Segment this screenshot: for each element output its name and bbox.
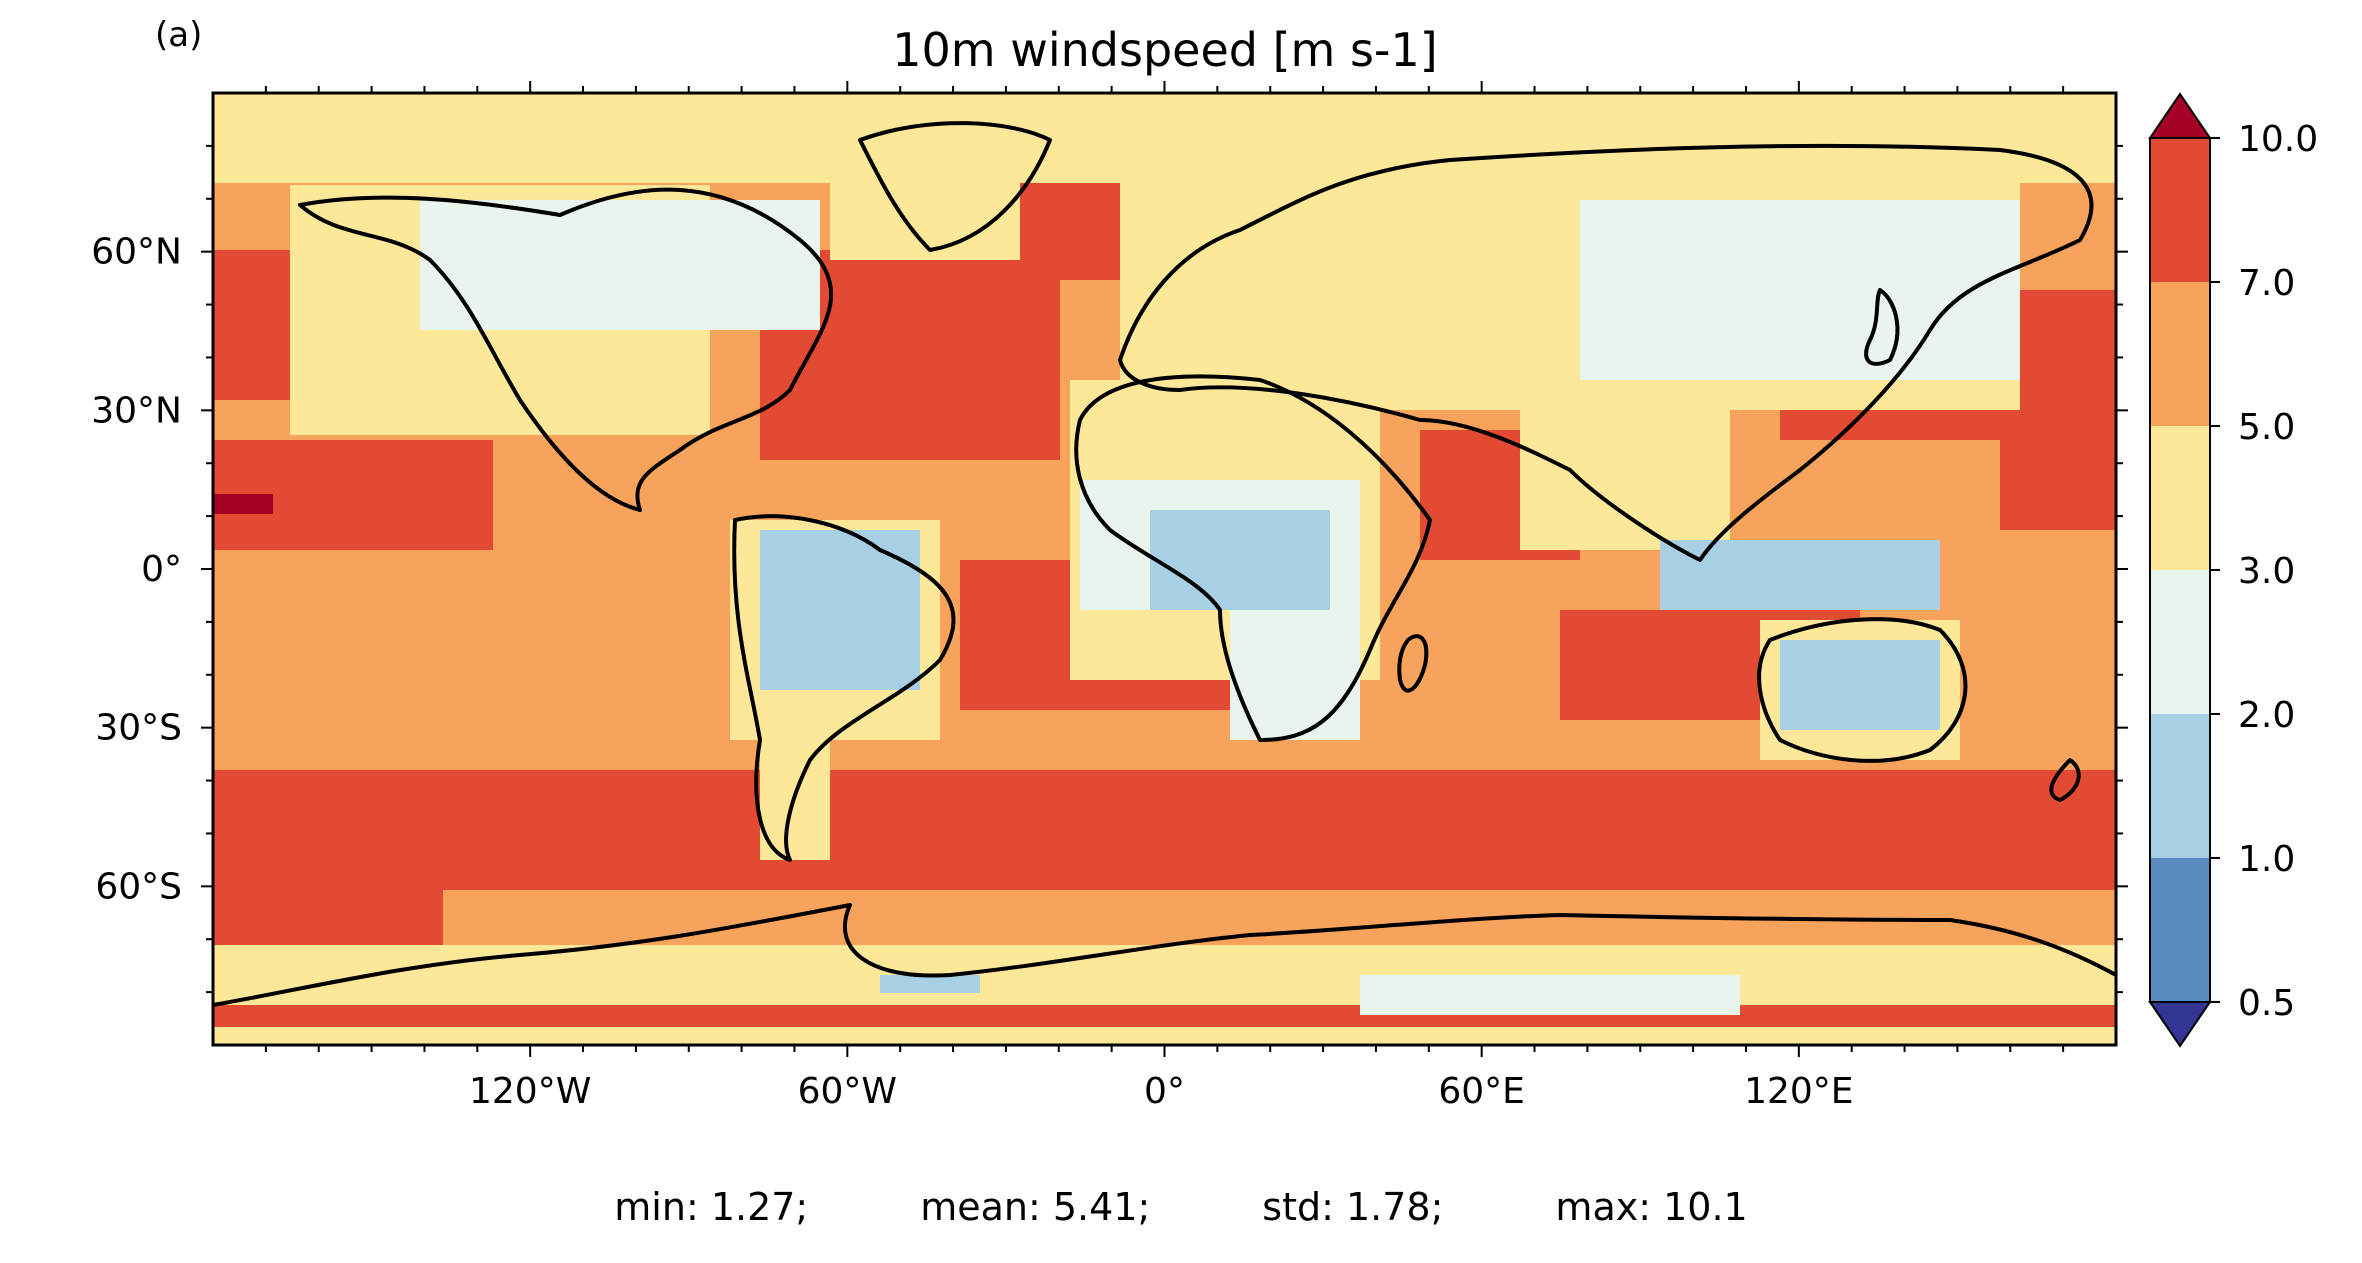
x-tick-labels: 120°W 60°W 0° 60°E 120°E xyxy=(469,1071,1854,1112)
y-tick-label: 60°S xyxy=(95,866,182,907)
stat-mean: mean: 5.41; xyxy=(920,1185,1151,1229)
colorbar-segment xyxy=(2150,282,2210,426)
colorbar-tick-label: 3.0 xyxy=(2238,551,2295,592)
y-tick-label: 60°N xyxy=(91,232,182,273)
antarctic-cold-cell xyxy=(1360,975,1740,1015)
x-tick-label: 60°E xyxy=(1438,1071,1525,1112)
colorbar xyxy=(2148,92,2220,1048)
stat-min: min: 1.27; xyxy=(614,1185,809,1229)
x-tick-label: 60°W xyxy=(798,1071,897,1112)
north-america-coast xyxy=(298,187,834,512)
y-tick-label: 30°N xyxy=(91,390,182,431)
south-pacific-band xyxy=(213,845,443,945)
colorbar-tick-label: 7.0 xyxy=(2238,263,2295,304)
stat-max: max: 10.1 xyxy=(1555,1185,1748,1229)
congo-low xyxy=(1150,510,1330,610)
colorbar-tick-label: 2.0 xyxy=(2238,695,2295,736)
australia-coast xyxy=(1757,617,1968,763)
antarctic-edge-band xyxy=(213,1005,2116,1027)
colorbar-segment xyxy=(2150,426,2210,570)
canada-low xyxy=(420,200,820,330)
map-plot-area xyxy=(213,93,2116,1045)
antarctica-coast xyxy=(213,903,2116,1007)
x-tick-label: 120°E xyxy=(1744,1071,1853,1112)
antarctic-zone xyxy=(213,945,2116,1045)
colorbar-segment xyxy=(2150,138,2210,282)
dateline-max-cell xyxy=(213,494,273,514)
colorbar-tick-label: 10.0 xyxy=(2238,119,2318,160)
colorbar-segment xyxy=(2150,570,2210,714)
greenland-coast xyxy=(858,121,1052,252)
y-tick-labels: 60°N 30°N 0° 30°S 60°S xyxy=(91,232,182,908)
new-zealand-coast xyxy=(2049,758,2081,802)
chart-title: 10m windspeed [m s-1] xyxy=(892,23,1437,77)
x-tick-label: 120°W xyxy=(469,1071,591,1112)
south-america-coast xyxy=(732,514,956,862)
amazon-low xyxy=(760,530,920,690)
maritime-low xyxy=(1660,540,1940,610)
coastlines xyxy=(213,121,2116,1007)
colorbar-tick-label: 1.0 xyxy=(2238,839,2295,880)
colorbar-under-triangle xyxy=(2148,1001,2212,1048)
japan-coast xyxy=(1864,288,1900,366)
colorbar-over-triangle xyxy=(2148,92,2212,139)
colorbar-tick-labels: 0.5 1.0 2.0 3.0 5.0 7.0 10.0 xyxy=(2238,119,2318,1024)
south-asia-land xyxy=(1520,400,1730,550)
east-pacific-band xyxy=(2000,440,2116,530)
panel-label: (a) xyxy=(155,15,202,55)
stats-line: min: 1.27; mean: 5.41; std: 1.78; max: 10.1 xyxy=(0,1185,2362,1229)
windspeed-field xyxy=(213,93,2116,1045)
weddell-low-cell xyxy=(880,975,980,993)
colorbar-tick-label: 5.0 xyxy=(2238,407,2295,448)
north-pacific-band xyxy=(213,250,293,400)
eurasia-coast xyxy=(1118,143,2094,562)
africa-coast xyxy=(1074,374,1432,742)
australia-low xyxy=(1780,640,1940,730)
colorbar-segment xyxy=(2150,858,2210,1002)
stat-std: std: 1.78; xyxy=(1262,1185,1444,1229)
y-tick-label: 0° xyxy=(141,549,182,590)
madagascar-coast xyxy=(1397,634,1429,693)
southern-ocean-band xyxy=(213,770,2116,890)
y-tick-label: 30°S xyxy=(95,708,182,749)
colorbar-segment xyxy=(2150,714,2210,858)
arctic-ocean-band xyxy=(213,93,993,121)
axis-ticks xyxy=(201,81,2128,1057)
x-tick-label: 0° xyxy=(1144,1071,1185,1112)
colorbar-tick-label: 0.5 xyxy=(2238,983,2295,1024)
siberia-low xyxy=(1580,200,2020,380)
